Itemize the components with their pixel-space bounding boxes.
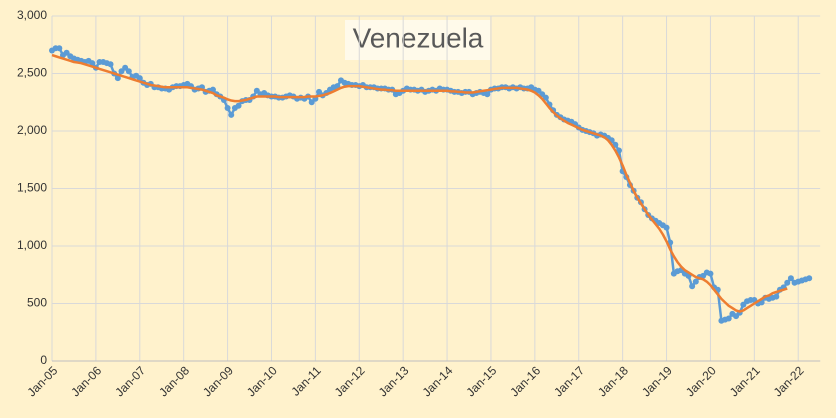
y-tick-label: 1,500 xyxy=(17,181,47,195)
data-point xyxy=(784,279,791,286)
data-point xyxy=(773,293,780,300)
title-box xyxy=(345,20,490,60)
y-tick-label: 2,000 xyxy=(17,123,47,137)
chart-title: Venezuela xyxy=(353,22,484,53)
y-tick-label: 3,000 xyxy=(17,8,47,22)
data-point xyxy=(542,94,549,101)
x-tick-label: Jan-18 xyxy=(595,363,631,399)
x-tick-label: Jan-12 xyxy=(332,363,368,399)
grid xyxy=(51,15,821,362)
data-point xyxy=(89,60,96,67)
data-point xyxy=(209,86,216,93)
data-point xyxy=(689,283,696,290)
series-line xyxy=(51,53,788,313)
data-point xyxy=(228,111,235,118)
x-tick-label: Jan-10 xyxy=(244,363,280,399)
x-tick-label: Jan-20 xyxy=(683,363,719,399)
x-tick-label: Jan-16 xyxy=(507,363,543,399)
data-point xyxy=(107,61,114,68)
x-tick-label: Jan-05 xyxy=(25,363,61,399)
x-tick-label: Jan-13 xyxy=(376,363,412,399)
x-tick-label: Jan-19 xyxy=(639,363,675,399)
data-point xyxy=(114,75,121,82)
x-tick-label: Jan-11 xyxy=(289,363,324,398)
x-tick-label: Jan-07 xyxy=(112,363,148,399)
data-point xyxy=(235,102,242,109)
data-point xyxy=(56,45,63,52)
x-tick-label: Jan-06 xyxy=(68,363,104,399)
data-point xyxy=(692,278,699,285)
data-point xyxy=(725,315,732,322)
data-point xyxy=(125,68,132,75)
data-point xyxy=(224,105,231,111)
x-tick-label: Jan-21 xyxy=(727,363,763,399)
y-tick-label: 1,000 xyxy=(17,238,47,252)
x-tick-label: Jan-22 xyxy=(771,363,807,399)
y-tick-label: 2,500 xyxy=(17,66,47,80)
x-tick-label: Jan-08 xyxy=(156,363,192,399)
data-point xyxy=(484,91,491,98)
data-point xyxy=(136,75,143,82)
x-tick-label: Jan-15 xyxy=(463,363,499,399)
x-tick-label: Jan-14 xyxy=(420,363,456,399)
x-tick-label: Jan-17 xyxy=(551,363,587,399)
data-point xyxy=(663,224,670,231)
y-tick-label: 0 xyxy=(40,353,47,367)
data-point xyxy=(707,270,714,277)
data-point xyxy=(806,275,813,282)
y-tick-label: 500 xyxy=(27,296,47,310)
data-point xyxy=(787,275,794,282)
x-tick-label: Jan-09 xyxy=(200,363,236,399)
